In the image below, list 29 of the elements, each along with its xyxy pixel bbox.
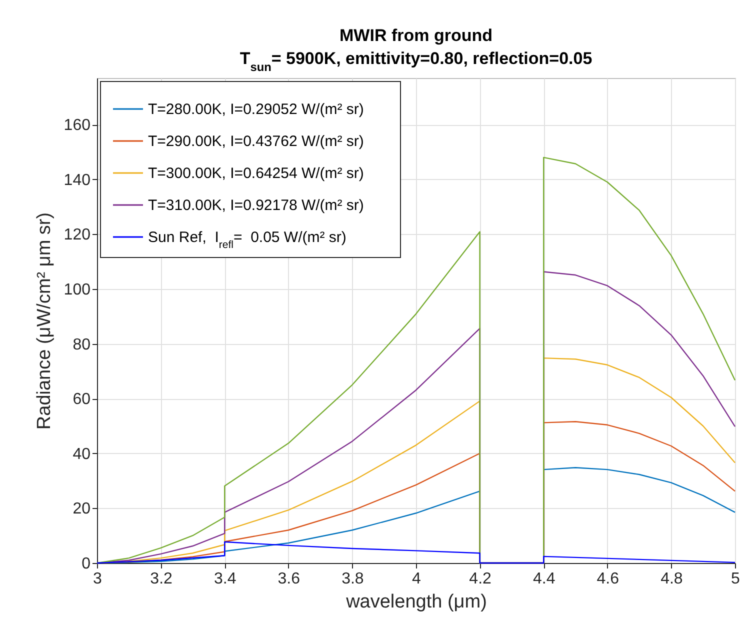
- legend-label: T=280.00K, I=0.29052 W/(m² sr): [148, 101, 364, 118]
- y-tick-label: 0: [82, 556, 91, 572]
- y-tick-label: 100: [64, 281, 91, 298]
- x-tick-label: 4.8: [660, 570, 683, 588]
- chart-title: MWIR from ground: [340, 26, 492, 45]
- y-tick-label: 20: [72, 500, 91, 518]
- x-tick-label: 3.8: [342, 570, 364, 588]
- x-axis-title: wavelength (μm): [345, 592, 487, 612]
- legend-label: Sun Ref, I$_{refl}$= 0.05 W/(m² sr): [148, 229, 346, 251]
- y-tick-label: 40: [72, 446, 91, 463]
- x-tick-label: 3.6: [278, 570, 300, 588]
- x-tick-label: 4.6: [596, 570, 620, 588]
- y-tick-label: 80: [72, 336, 91, 354]
- legend-label: T=300.00K, I=0.64254 W/(m² sr): [148, 165, 364, 182]
- y-axis-title: Radiance (μW/cm² μm sr): [34, 212, 55, 430]
- legend-label: T=310.00K, I=0.92178 W/(m² sr): [148, 197, 364, 214]
- x-tick-label: 3.2: [150, 570, 173, 588]
- y-tick-label: 160: [64, 117, 91, 134]
- x-tick-label: 3: [93, 570, 102, 588]
- y-tick-label: 140: [64, 172, 91, 189]
- x-tick-label: 5: [731, 570, 740, 588]
- y-tick-label: 120: [64, 226, 91, 244]
- x-tick-label: 4.2: [469, 570, 492, 588]
- legend-label: T=290.00K, I=0.43762 W/(m² sr): [148, 133, 364, 150]
- chart-subtitle: T$_{sun}$= 5900K, emittivity=0.80, reflection=0.05: [240, 49, 592, 74]
- x-tick-label: 4: [412, 570, 422, 588]
- y-tick-label: 60: [72, 391, 91, 408]
- x-tick-label: 3.4: [214, 570, 236, 588]
- x-tick-label: 4.4: [532, 570, 556, 588]
